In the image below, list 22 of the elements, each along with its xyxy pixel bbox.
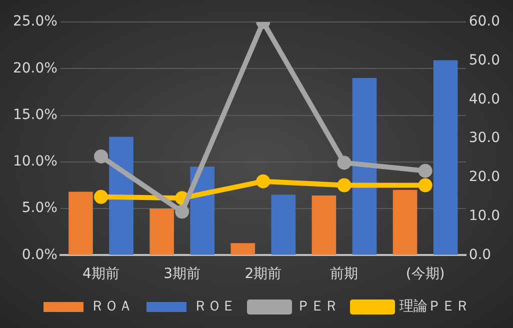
legend-label: 理論ＰＥＲ — [400, 298, 470, 315]
y-tick-label: 10.0% — [12, 154, 58, 170]
x-tick-label: (今期) — [406, 266, 445, 282]
y2-tick-label: 30.0 — [468, 130, 500, 146]
y-tick-label: 0.0% — [22, 246, 58, 263]
y2-tick-label: 40.0 — [468, 91, 500, 108]
y-tick-label: 15.0% — [12, 106, 58, 123]
y2-tick-label: 50.0 — [468, 52, 500, 69]
y2-tick-label: 10.0 — [468, 208, 500, 224]
y-tick-label: 25.0% — [12, 14, 58, 30]
x-tick-label: 3期前 — [164, 266, 201, 282]
y2-tick-label: 0.0 — [468, 246, 492, 263]
legend-label: ＲＯＥ — [194, 298, 236, 315]
legend-label: ＲＯＡ — [90, 298, 132, 315]
y2-tick-label: 60.0 — [468, 14, 500, 30]
x-tick-label: 2期前 — [244, 266, 282, 282]
legend-label: ＰＥＲ — [296, 298, 338, 315]
x-tick-label: 前期 — [330, 266, 358, 282]
x-tick-label: 4期前 — [82, 266, 120, 282]
y-tick-label: 20.0% — [12, 60, 58, 76]
y2-tick-label: 20.0 — [468, 169, 500, 186]
y-tick-label: 5.0% — [22, 200, 58, 216]
